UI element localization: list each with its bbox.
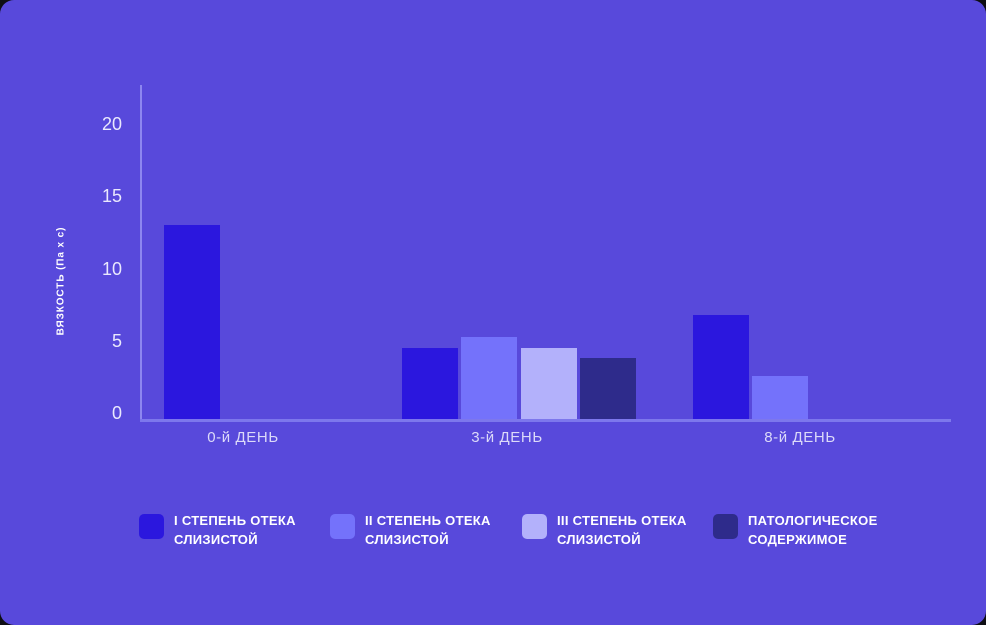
y-axis-line xyxy=(140,85,142,421)
legend-item: ПАТОЛОГИЧЕСКОЕ СОДЕРЖИМОЕ xyxy=(713,511,878,549)
bar xyxy=(521,348,577,419)
legend-item-label: I СТЕПЕНЬ ОТЕКА СЛИЗИСТОЙ xyxy=(174,513,296,547)
y-tick-label: 15 xyxy=(101,186,122,207)
x-axis-category-label: 3-й ДЕНЬ xyxy=(471,429,543,446)
y-tick-label: 5 xyxy=(111,330,122,351)
y-tick-label: 20 xyxy=(101,114,122,134)
legend-swatch xyxy=(139,514,164,539)
x-axis-category-label: 8-й ДЕНЬ xyxy=(764,429,836,446)
legend-item-label: ПАТОЛОГИЧЕСКОЕ СОДЕРЖИМОЕ xyxy=(748,513,878,547)
legend-swatch xyxy=(330,514,355,539)
y-tick-label: 10 xyxy=(101,258,122,279)
bar xyxy=(402,348,458,419)
legend-item-label: III СТЕПЕНЬ ОТЕКА СЛИЗИСТОЙ xyxy=(557,513,687,547)
legend-item: III СТЕПЕНЬ ОТЕКА СЛИЗИСТОЙ xyxy=(522,511,687,549)
x-axis-category-label: 0-й ДЕНЬ xyxy=(207,429,279,446)
bar xyxy=(580,358,636,419)
bar xyxy=(164,225,220,419)
bar xyxy=(693,315,749,419)
bar xyxy=(752,376,808,419)
x-axis-line xyxy=(140,419,951,422)
y-tick-label: 0 xyxy=(111,403,122,423)
legend-item: II СТЕПЕНЬ ОТЕКА СЛИЗИСТОЙ xyxy=(330,511,491,549)
legend-item-label: II СТЕПЕНЬ ОТЕКА СЛИЗИСТОЙ xyxy=(365,513,491,547)
bar xyxy=(461,337,517,419)
legend-swatch xyxy=(713,514,738,539)
legend-item: I СТЕПЕНЬ ОТЕКА СЛИЗИСТОЙ xyxy=(139,511,296,549)
legend-swatch xyxy=(522,514,547,539)
y-axis-title: ВЯЗКОСТЬ (Па x с) xyxy=(55,226,67,336)
